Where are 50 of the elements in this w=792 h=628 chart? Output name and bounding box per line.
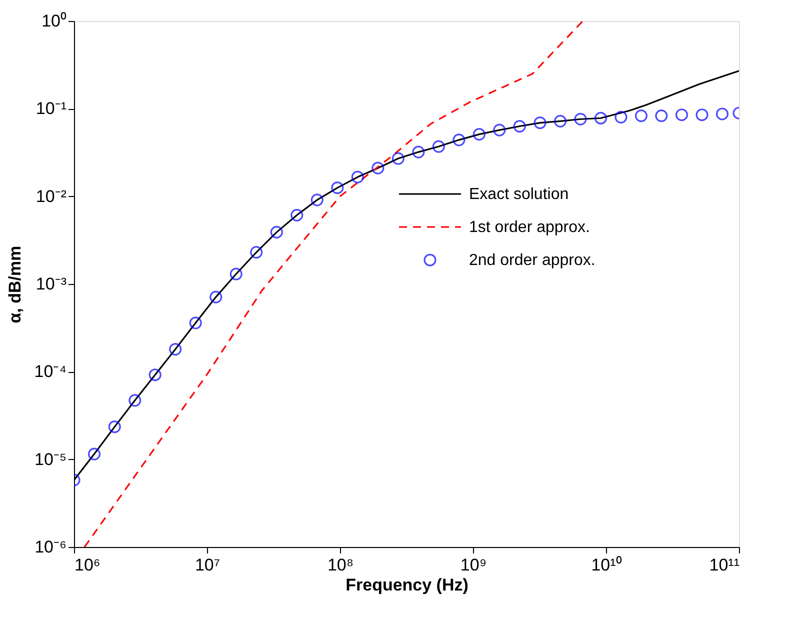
legend-label: 1st order approx. xyxy=(469,219,590,236)
point xyxy=(574,112,587,126)
x-tick-label: 10⁶ xyxy=(74,556,100,574)
point xyxy=(696,108,708,122)
point xyxy=(88,448,101,460)
y-tick-label: 10⁰ xyxy=(42,12,66,30)
point xyxy=(128,394,142,407)
legend-label: 2nd order approx. xyxy=(469,252,596,269)
point xyxy=(634,109,648,122)
point xyxy=(534,116,546,130)
x-tick-label: 10¹¹ xyxy=(709,556,740,574)
point xyxy=(452,134,466,146)
point xyxy=(554,114,567,128)
point xyxy=(351,170,364,184)
point xyxy=(230,268,242,280)
point xyxy=(169,343,182,356)
y-tick-label: 10⁻⁴ xyxy=(34,362,66,382)
y-tick-label: 10⁻³ xyxy=(36,274,67,294)
x-tick-label: 10⁹ xyxy=(460,556,487,574)
point xyxy=(493,124,506,136)
point xyxy=(310,194,324,206)
y-tick-label: 10⁻¹ xyxy=(36,99,67,118)
point xyxy=(472,128,486,141)
point xyxy=(594,112,608,124)
point xyxy=(675,108,688,122)
x-tick-label: 10⁸ xyxy=(327,556,354,574)
point xyxy=(270,226,283,238)
y-tick-label: 10⁻⁵ xyxy=(34,450,66,469)
x-axis-title: Frequency (Hz) xyxy=(346,576,468,594)
point xyxy=(290,208,304,222)
point xyxy=(432,140,445,153)
point xyxy=(372,162,384,174)
point xyxy=(392,152,404,165)
point xyxy=(189,316,202,330)
y-axis-title: α, dB/mm xyxy=(5,246,24,324)
point xyxy=(250,246,263,259)
point xyxy=(513,120,526,133)
x-tick-label: 10⁷ xyxy=(194,556,220,574)
point xyxy=(210,290,222,304)
point xyxy=(412,146,425,158)
point xyxy=(655,109,668,122)
point xyxy=(716,108,729,120)
point xyxy=(331,182,344,194)
x-tick-label: 10¹⁰ xyxy=(591,556,622,574)
point xyxy=(108,420,121,434)
y-tick-label: 10⁻² xyxy=(36,186,67,206)
point xyxy=(614,110,628,124)
point xyxy=(148,368,162,382)
legend-label: Exact solution xyxy=(469,186,569,203)
y-tick-label: 10⁻⁶ xyxy=(34,538,66,556)
